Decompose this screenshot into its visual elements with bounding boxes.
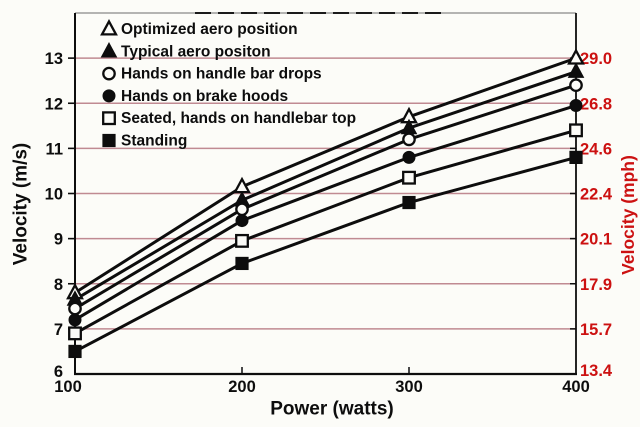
- triangle-open-legend-icon: [100, 18, 118, 36]
- y-axis-right-ticks: 29.0 26.8 24.6 22.4 20.1 17.9 15.7 13.4: [570, 50, 613, 380]
- series-line: [74, 128, 577, 335]
- y-tick-label-right: 29.0: [580, 50, 612, 68]
- data-point: [68, 301, 82, 316]
- y-tick-label-left: 11: [46, 140, 63, 158]
- data-point: [569, 78, 583, 93]
- y-tick-label-left: 13: [45, 50, 63, 68]
- legend-item-hands-on-handle-bar-drops: Hands on handle bar drops: [102, 66, 322, 83]
- series-hands-on-brake-hoods: [74, 104, 577, 322]
- data-point: [235, 233, 249, 248]
- series-seated-hands-on-handlebar-top: [74, 128, 577, 335]
- y-axis-title-left: Velocity (m/s): [11, 143, 32, 266]
- legend-label: Hands on handle bar drops: [121, 66, 322, 83]
- series-markers-typical-aero-positon: [66, 62, 585, 306]
- x-axis-title: Power (watts): [270, 399, 394, 420]
- triangle-filled-legend-icon: [100, 42, 118, 58]
- data-point: [235, 202, 249, 217]
- legend-label: Seated, hands on handlebar top: [121, 110, 356, 127]
- legend-item-typical-aero-positon: Typical aero positon: [100, 42, 271, 60]
- circle-filled-legend-icon: [102, 89, 116, 103]
- legend-label: Optimized aero position: [121, 21, 298, 38]
- data-point: [402, 132, 416, 147]
- data-point: [569, 123, 583, 138]
- data-point: [68, 326, 82, 341]
- legend-item-optimized-aero-position: Optimized aero position: [100, 18, 298, 38]
- y-axis-title-right: Velocity (mph): [618, 155, 638, 275]
- circle-open-legend-icon: [102, 66, 116, 81]
- legend-label: Typical aero positon: [121, 43, 271, 60]
- x-axis-ticks: 100 200 300 400: [54, 367, 590, 396]
- data-point: [235, 256, 249, 271]
- data-point: [235, 214, 249, 228]
- x-tick-label: 100: [54, 378, 82, 396]
- legend-item-standing: Standing: [102, 133, 187, 150]
- series-line: [74, 104, 577, 322]
- y-axis-left-ticks: 13 12 11 10 9 8 7 6: [45, 50, 75, 381]
- series-optimized-aero-position: [74, 56, 577, 295]
- y-tick-label-right: 17.9: [580, 276, 612, 294]
- legend-item-hands-on-brake-hoods: Hands on brake hoods: [102, 88, 288, 105]
- data-point: [567, 62, 585, 78]
- y-tick-label-left: 12: [45, 95, 63, 113]
- series-typical-aero-positon: [74, 70, 577, 301]
- y-tick-label-right: 15.7: [580, 321, 612, 339]
- y-tick-label-left: 6: [54, 363, 63, 381]
- square-open-legend-icon: [102, 111, 116, 126]
- data-point: [68, 344, 82, 359]
- y-tick-label-right: 13.4: [580, 362, 613, 380]
- y-tick-label-right: 22.4: [580, 186, 613, 204]
- y-tick-label-right: 26.8: [580, 95, 612, 113]
- y-tick-label-left: 9: [54, 231, 63, 249]
- square-filled-legend-icon: [102, 133, 116, 148]
- y-tick-label-left: 8: [54, 276, 63, 294]
- data-point: [569, 150, 583, 165]
- series-hands-on-handle-bar-drops: [74, 83, 577, 310]
- series-line: [74, 155, 577, 353]
- data-point: [569, 99, 583, 113]
- y-tick-label-right: 20.1: [580, 231, 612, 249]
- series-line: [74, 83, 577, 310]
- data-point: [68, 313, 82, 327]
- data-point: [402, 195, 416, 210]
- x-tick-label: 200: [228, 378, 256, 396]
- y-tick-label-left: 7: [54, 321, 63, 339]
- y-tick-label-left: 10: [45, 186, 63, 204]
- series-group: [66, 48, 585, 359]
- series-markers-hands-on-brake-hoods: [68, 99, 583, 327]
- legend: Optimized aero position Typical aero posi…: [100, 18, 356, 150]
- series-line: [74, 56, 577, 295]
- legend-label: Hands on brake hoods: [121, 88, 288, 105]
- x-tick-label: 400: [562, 378, 590, 396]
- legend-label: Standing: [121, 133, 187, 150]
- series-standing: [74, 155, 577, 353]
- x-tick-label: 300: [395, 378, 423, 396]
- y-tick-label-right: 24.6: [580, 140, 612, 158]
- series-markers-standing: [68, 150, 583, 359]
- data-point: [402, 170, 416, 185]
- series-line: [74, 70, 577, 301]
- legend-item-seated-hands-on-handlebar-top: Seated, hands on handlebar top: [102, 110, 356, 127]
- series-markers-seated-hands-on-handlebar-top: [68, 123, 583, 341]
- data-point: [402, 150, 416, 164]
